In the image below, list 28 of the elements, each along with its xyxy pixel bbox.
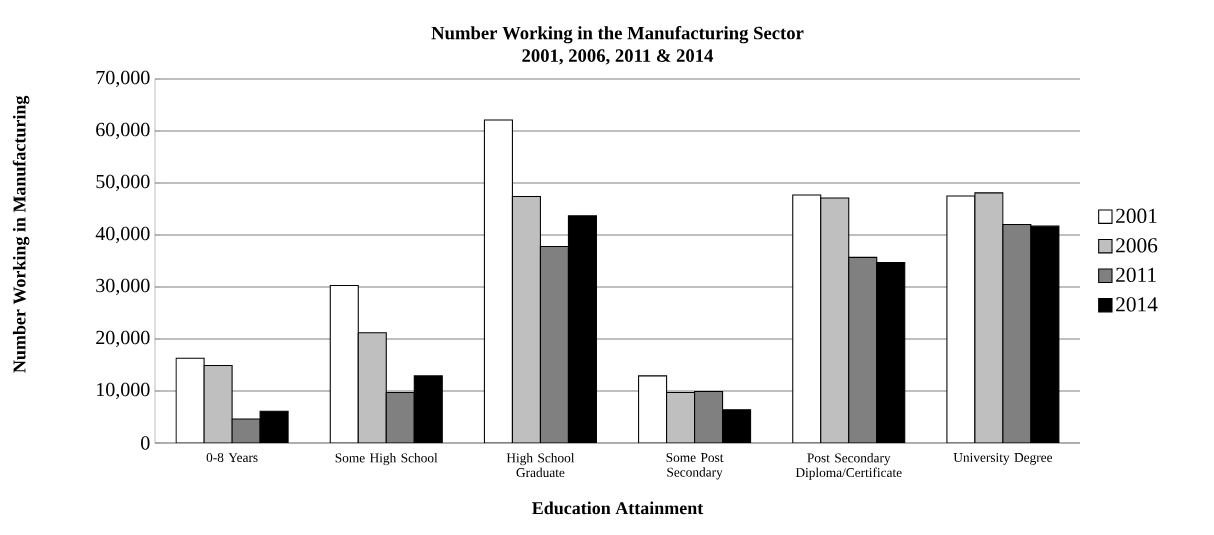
chart-subtitle: 2001, 2006, 2011 & 2014: [522, 49, 714, 65]
y-axis-title: Number Working in Manufacturing: [12, 95, 30, 373]
y-tick-label: 60,000: [96, 122, 150, 140]
bar: [974, 192, 1004, 443]
y-tick-label: 10,000: [97, 382, 150, 400]
chart-title: Number Working in the Manufacturing Sector: [431, 26, 804, 44]
y-tick-label: 30,000: [96, 278, 150, 296]
y-tick-label: 0: [141, 436, 150, 450]
x-tick-label: 0-8 Years: [206, 453, 258, 463]
y-tick-label: 20,000: [96, 330, 150, 348]
y-tick-label: 70,000: [96, 70, 150, 88]
x-tick-label: High School Graduate: [506, 453, 575, 478]
x-tick-label: Some Post Secondary: [666, 453, 724, 480]
bar: [666, 392, 696, 443]
x-tick-label: Some High School: [335, 453, 438, 466]
x-tick-label: University Degree: [953, 453, 1053, 465]
y-tick-label: 40,000: [95, 226, 150, 244]
bar: [203, 364, 233, 443]
bar: [357, 332, 387, 443]
x-tick-label: Post Secondary Diploma/Certificate: [795, 453, 902, 480]
legend-label: 2014: [1116, 297, 1158, 312]
y-tick-label: 50,000: [96, 174, 150, 192]
legend-label: 2006: [1116, 238, 1158, 253]
legend-label: 2011: [1116, 267, 1156, 283]
x-axis-title: Education Attainment: [532, 501, 704, 515]
bar: [820, 197, 850, 443]
bar: [511, 195, 541, 443]
legend-label: 2001: [1116, 208, 1157, 224]
